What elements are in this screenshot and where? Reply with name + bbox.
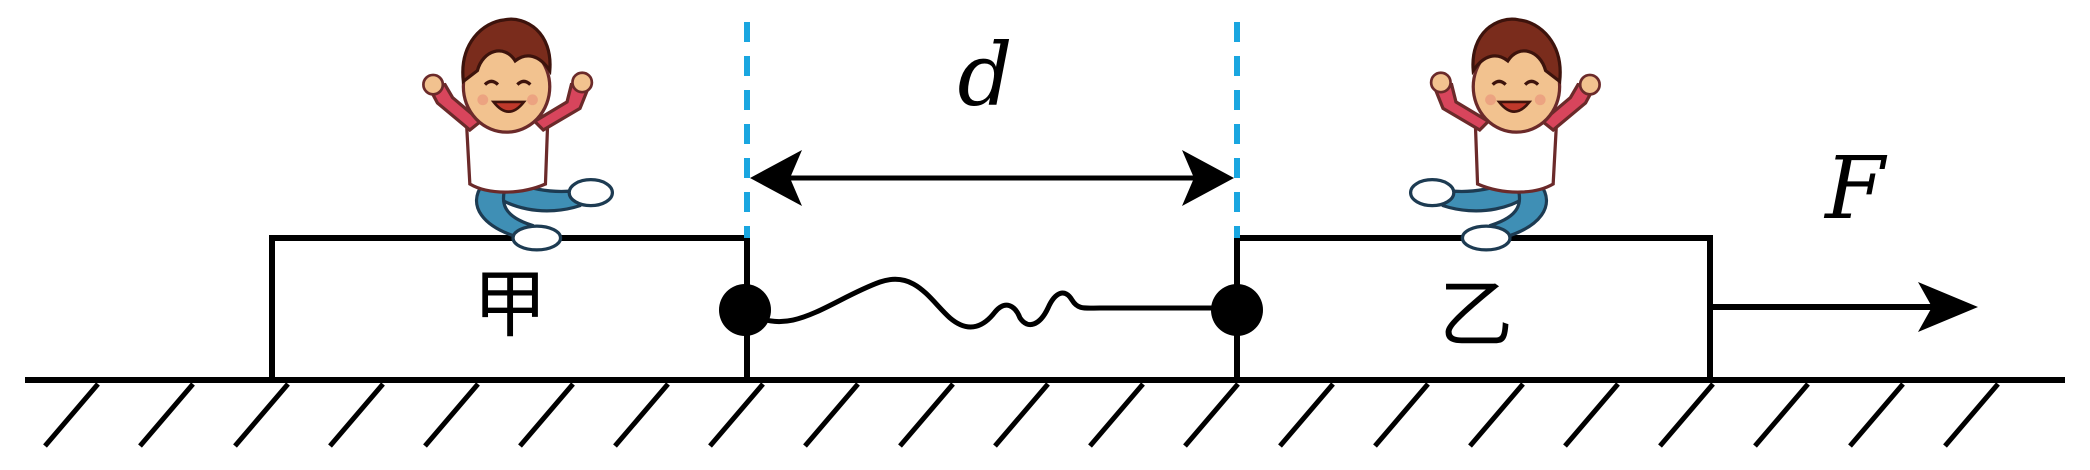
hatch-mark: [1658, 382, 1715, 448]
rope-knot-right: [1211, 284, 1263, 336]
hatch-mark: [43, 382, 100, 448]
hatch-mark: [423, 382, 480, 448]
hatch-mark: [1183, 382, 1240, 448]
block-yi: [1234, 235, 1713, 383]
hatch-mark: [1753, 382, 1810, 448]
distance-label: d: [957, 26, 1012, 126]
hatch-mark: [328, 382, 385, 448]
hatch-mark: [803, 382, 860, 448]
distance-arrow-head-right: [1182, 150, 1234, 206]
cartoon-boy-left-icon: [421, 17, 615, 252]
distance-arrow-head-left: [750, 150, 802, 206]
rope: [746, 276, 1236, 330]
hatch-mark: [233, 382, 290, 448]
block-yi-label: 乙: [1439, 272, 1513, 358]
force-arrow-head: [1918, 282, 1978, 332]
hatch-mark: [993, 382, 1050, 448]
hatch-mark: [1278, 382, 1335, 448]
cartoon-boy-right-icon: [1408, 17, 1602, 252]
hatch-mark: [708, 382, 765, 448]
hatch-mark: [1943, 382, 2000, 448]
force-label: F: [1823, 139, 1888, 239]
hatch-mark: [1848, 382, 1905, 448]
rope-knot-left: [719, 284, 771, 336]
hatch-mark: [1563, 382, 1620, 448]
hatch-mark: [518, 382, 575, 448]
hatch-mark: [613, 382, 670, 448]
ground-hatching: [43, 382, 2000, 448]
hatch-mark: [138, 382, 195, 448]
block-jia-label: 甲: [473, 262, 547, 348]
hatch-mark: [1373, 382, 1430, 448]
hatch-mark: [898, 382, 955, 448]
hatch-mark: [1468, 382, 1525, 448]
hatch-mark: [1088, 382, 1145, 448]
